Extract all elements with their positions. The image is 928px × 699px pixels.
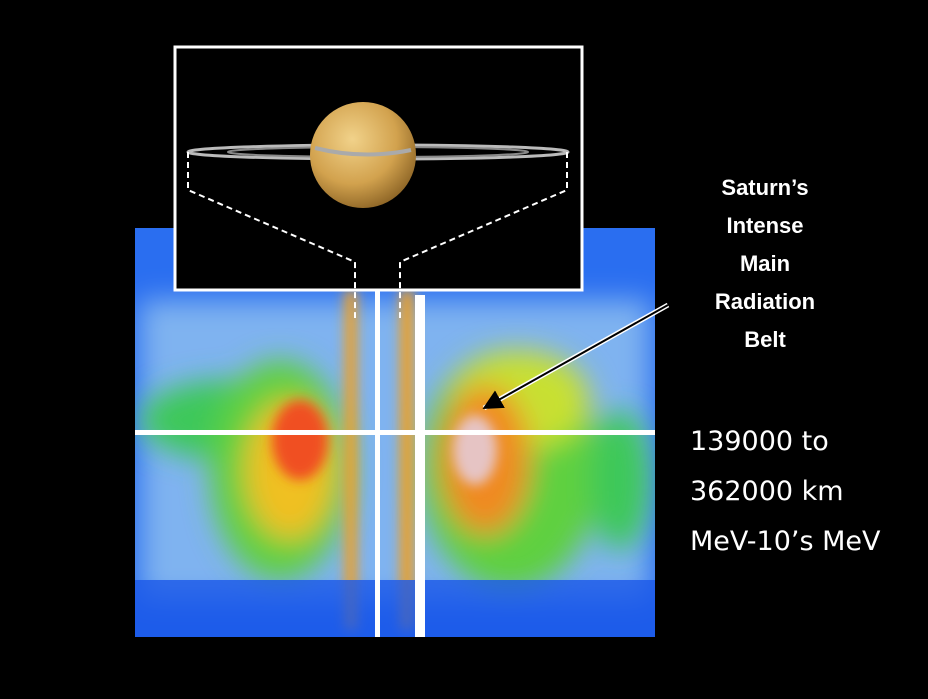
fact-line: MeV-10’s MeV xyxy=(690,526,881,557)
arrow xyxy=(482,304,669,409)
belt-label: Saturn’s xyxy=(721,175,808,200)
belt-label: Main xyxy=(740,251,790,276)
spectrogram xyxy=(135,228,655,637)
fact-line: 139000 to xyxy=(690,426,829,457)
fact-line: 362000 km xyxy=(690,476,844,507)
belt-label: Belt xyxy=(744,327,786,352)
belt-label: Intense xyxy=(726,213,803,238)
belt-label: Radiation xyxy=(715,289,815,314)
